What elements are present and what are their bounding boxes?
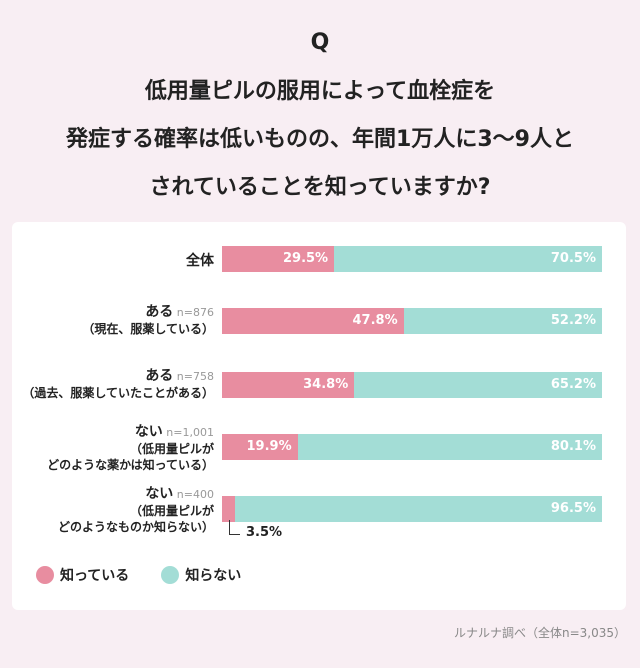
sample-size: n=876 [173,306,214,319]
bar-segment-known: 47.8% [222,308,404,334]
legend-label-known: 知っている [60,568,130,584]
row-label: ある n=758 （過去、服薬していたことがある） [22,368,214,401]
legend-item-unknown: 知らない [161,565,241,585]
data-label-known: 34.8% [303,377,349,392]
row-label: ない n=1,001 （低用量ピルが どのような薬かは知っている） [47,424,214,473]
data-label-unknown: 65.2% [550,377,596,392]
question-mark: Q [310,30,330,55]
data-label-known: 29.5% [282,251,329,266]
row-label: 全体 [186,253,214,269]
bar-segment-known: 34.8% [222,372,355,398]
row-label-main: ない n=1,001 [47,424,214,441]
sample-size: n=1,001 [162,426,214,439]
bar-segment-unknown: 80.1% [297,434,602,460]
data-label-known: 47.8% [352,313,398,328]
callout-label: 3.5% [246,525,283,540]
stacked-bar: 47.8% 52.2% [222,308,602,334]
legend-swatch-known [36,566,54,584]
bar-segment-unknown: 96.5% [235,496,602,522]
category-label: ない [145,486,174,502]
question-line: されていることを知っていますか? [149,175,491,200]
chart-card [12,222,626,610]
bar-segment-unknown: 52.2% [403,308,602,334]
data-label-unknown: 70.5% [550,251,596,266]
data-label-unknown: 96.5% [550,501,596,516]
sample-size: n=400 [173,488,214,501]
stacked-bar: 34.8% 65.2% [222,372,602,398]
stacked-bar: 19.9% 80.1% [222,434,602,460]
row-label-main: 全体 [186,253,214,269]
stacked-bar: 96.5% [222,496,602,522]
row-label-main: ある n=758 [22,368,214,385]
legend-label-unknown: 知らない [185,568,242,584]
sample-size: n=758 [173,370,214,383]
callout-line [229,520,240,535]
category-sublabel: （低用量ピルが [129,442,214,456]
legend-swatch-unknown [161,566,180,584]
category-sublabel: どのような薬かは知っている） [47,458,214,472]
category-label: ない [134,424,163,440]
row-label-main: ある n=876 [82,304,214,321]
bar-segment-known: 29.5% [222,246,335,272]
data-label-known: 19.9% [246,439,292,454]
row-label-main: ない n=400 [58,486,214,503]
category-label: ある [145,368,174,384]
stacked-bar: 29.5% 70.5% [222,246,602,272]
question-line: 低用量ピルの服用によって血栓症を [144,79,496,104]
source-note: ルナルナ調べ（全体n=3,035） [453,626,626,640]
bar-segment-known [222,496,236,522]
question-text: 低用量ピルの服用によって血栓症を 発症する確率は低いものの、年間1万人に3〜9人… [0,68,640,212]
category-sublabel: （低用量ピルが [129,504,214,518]
bar-segment-known: 19.9% [222,434,298,460]
category-sublabel: （過去、服薬していたことがある） [22,386,214,400]
category-label: ある [145,304,174,320]
bar-segment-unknown: 65.2% [354,372,602,398]
category-sublabel: どのようなものか知らない） [57,520,214,534]
row-label: ある n=876 （現在、服薬している） [82,304,214,337]
bar-segment-unknown: 70.5% [334,246,602,272]
legend: 知っている 知らない [36,565,241,585]
data-label-unknown: 80.1% [550,439,596,454]
category-label: 全体 [186,253,214,269]
data-label-unknown: 52.2% [550,313,596,328]
question-line: 発症する確率は低いものの、年間1万人に3〜9人と [66,127,574,152]
category-sublabel: （現在、服薬している） [82,322,214,336]
legend-item-known: 知っている [36,565,129,585]
row-label: ない n=400 （低用量ピルが どのようなものか知らない） [58,486,214,535]
